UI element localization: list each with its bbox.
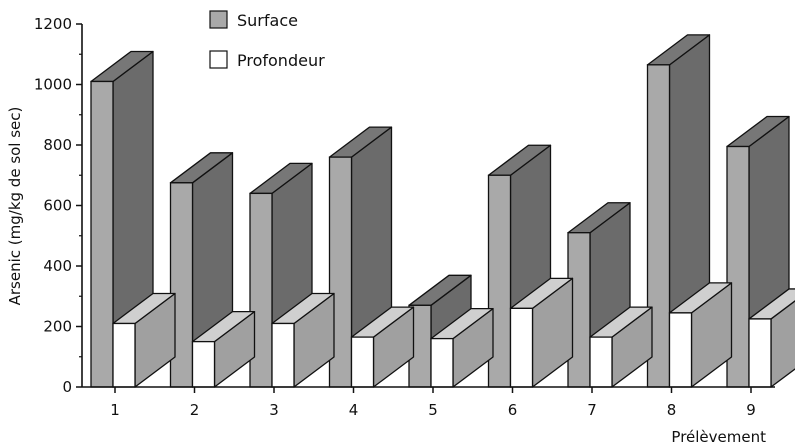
- x-tick-label-6: 6: [508, 401, 518, 419]
- x-tick-label-4: 4: [349, 401, 359, 419]
- legend-swatch-surface: [209, 10, 228, 29]
- bar-profondeur-5: [430, 307, 494, 388]
- y-axis-ticks: 0 200 400 600 800 1000 1200: [34, 15, 82, 396]
- bar-profondeur-4: [350, 306, 415, 388]
- bar-profondeur-3-front: [271, 322, 295, 388]
- y-tick-label-800: 800: [43, 136, 72, 154]
- bar-profondeur-2-front: [191, 340, 216, 388]
- y-tick-label-600: 600: [43, 197, 72, 215]
- bar-surface-1: [90, 50, 154, 388]
- y-tick-label-200: 200: [43, 318, 72, 336]
- x-tick-label-8: 8: [667, 401, 677, 419]
- y-tick-label-400: 400: [43, 257, 72, 275]
- bar-profondeur-6: [509, 277, 574, 388]
- x-tick-label-1: 1: [110, 401, 120, 419]
- y-tick-label-1200: 1200: [34, 15, 72, 33]
- bar-profondeur-9: [748, 288, 795, 388]
- x-axis-ticks: 1 2 3 4 5 6 7 8 9: [110, 387, 756, 419]
- x-axis-title: Prélèvement: [671, 428, 766, 445]
- x-tick-label-5: 5: [428, 401, 438, 419]
- y-axis-title: Arsenic (mg/kg de sol sec): [6, 107, 24, 306]
- bar-profondeur-8-front: [668, 312, 693, 388]
- x-tick-label-3: 3: [269, 401, 279, 419]
- bar-profondeur-7-front: [589, 336, 613, 388]
- y-tick-label-1000: 1000: [34, 76, 72, 94]
- legend-label-surface: Surface: [237, 11, 298, 30]
- bar-profondeur-6-front: [509, 307, 534, 388]
- bar-profondeur-4-front: [350, 336, 375, 388]
- y-tick-label-0: 0: [62, 378, 72, 396]
- x-tick-label-7: 7: [587, 401, 597, 419]
- x-tick-label-2: 2: [190, 401, 200, 419]
- bar-profondeur-3: [271, 292, 335, 388]
- bar-profondeur-1: [112, 292, 176, 388]
- bar-profondeur-7: [589, 306, 653, 388]
- legend-swatch-profondeur: [209, 50, 228, 69]
- bar-surface-1-front: [90, 80, 114, 388]
- bar-profondeur-8: [668, 282, 733, 388]
- bar-profondeur-1-front: [112, 322, 136, 388]
- bar-profondeur-5-front: [430, 337, 454, 388]
- x-tick-label-9: 9: [746, 401, 756, 419]
- legend: Surface Profondeur: [209, 10, 325, 70]
- bar-profondeur-9-front: [748, 318, 772, 388]
- chart-marks: [90, 34, 795, 388]
- legend-label-profondeur: Profondeur: [237, 51, 325, 70]
- bar-surface-8: [646, 34, 711, 388]
